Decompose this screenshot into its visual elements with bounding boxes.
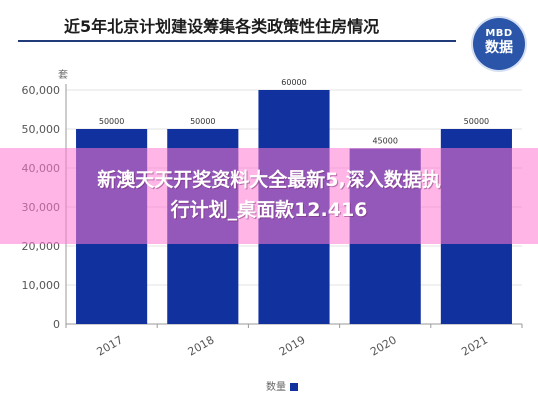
bar-data-label: 50000 <box>99 117 124 126</box>
bar-data-label: 50000 <box>464 117 489 126</box>
legend: 数量 <box>266 378 298 393</box>
y-tick-label: 0 <box>53 318 60 331</box>
y-unit-label: 套 <box>58 70 68 81</box>
x-tick-label: 2021 <box>459 333 490 358</box>
overlay-line-2: 行计划_桌面款12.416 <box>170 199 368 221</box>
promo-overlay-banner: 新澳天天开奖资料大全最新5,深入数据执 行计划_桌面款12.416 <box>0 148 538 244</box>
legend-label: 数量 <box>266 382 286 393</box>
bar-data-label: 45000 <box>372 137 397 146</box>
y-tick-label: 50,000 <box>22 123 61 136</box>
y-tick-label: 60,000 <box>22 84 61 97</box>
legend-swatch <box>290 383 298 391</box>
bar-data-label: 60000 <box>281 78 306 87</box>
y-tick-label: 10,000 <box>22 279 61 292</box>
x-tick-label: 2018 <box>186 333 217 358</box>
overlay-line-1: 新澳天天开奖资料大全最新5,深入数据执 <box>97 169 441 191</box>
bar-data-label: 50000 <box>190 117 215 126</box>
mbd-logo: MBD 数据 <box>473 18 525 70</box>
logo-bottom-text: 数据 <box>485 40 513 56</box>
x-tick-label: 2019 <box>277 333 308 358</box>
title-bar: 近5年北京计划建设筹集各类政策性住房情况 <box>0 0 538 54</box>
x-tick-label: 2020 <box>368 333 399 358</box>
x-tick-label: 2017 <box>94 333 125 358</box>
logo-top-text: MBD <box>485 28 513 39</box>
title-rule <box>18 40 456 42</box>
chart-title: 近5年北京计划建设筹集各类政策性住房情况 <box>64 17 380 36</box>
